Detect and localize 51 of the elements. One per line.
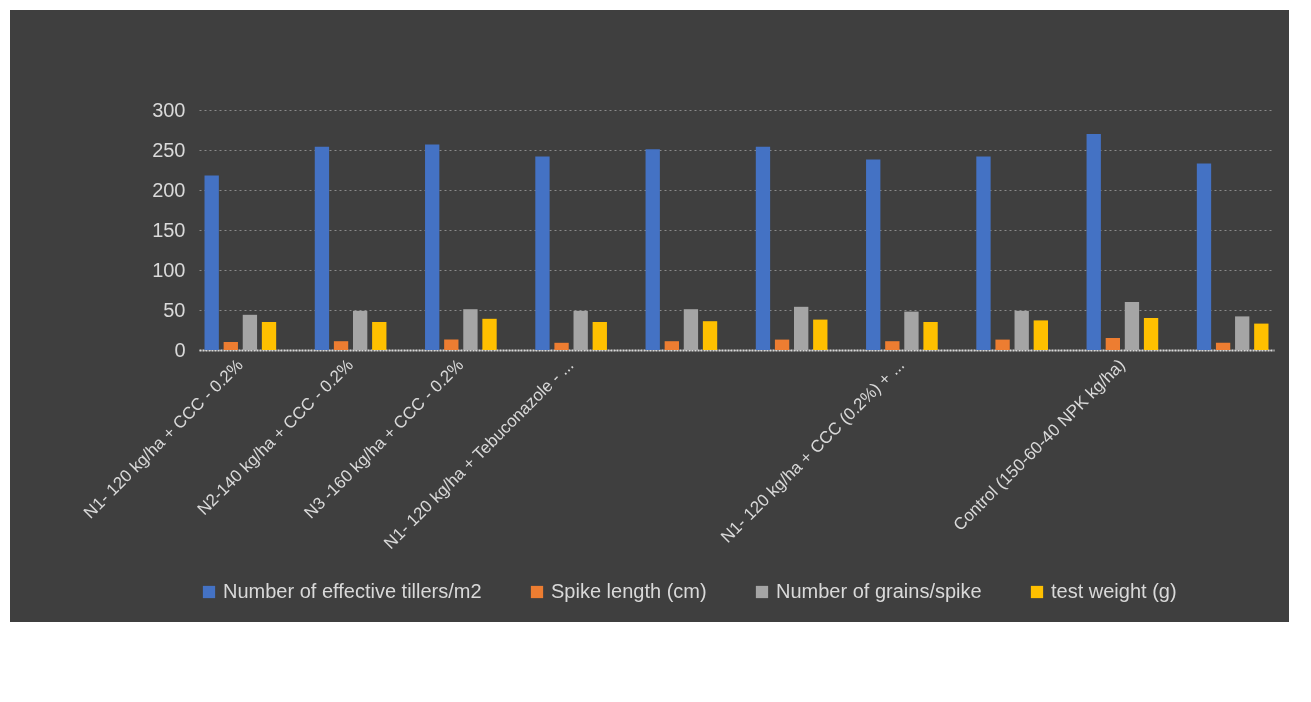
bar — [223, 342, 238, 350]
bar — [683, 309, 699, 350]
y-tick-label: 150 — [152, 218, 186, 241]
bar — [573, 310, 588, 350]
y-tick-label: 50 — [163, 298, 186, 321]
bar — [664, 341, 679, 350]
bar — [1196, 163, 1212, 350]
y-tick-label: 250 — [152, 138, 186, 161]
y-tick-label: 200 — [152, 178, 186, 201]
bar — [923, 322, 938, 350]
legend-label: Number of effective tillers/m2 — [223, 580, 482, 602]
bar — [1105, 338, 1121, 350]
bar — [554, 342, 569, 350]
bar — [866, 159, 881, 350]
bar — [645, 149, 660, 350]
bar — [813, 319, 828, 350]
bar — [425, 144, 440, 350]
bar — [352, 310, 368, 350]
bar — [204, 175, 219, 350]
bar — [482, 318, 497, 350]
bar — [372, 322, 387, 350]
bar — [444, 339, 459, 350]
y-tick-label: 100 — [152, 258, 186, 281]
bar — [755, 146, 771, 350]
bar — [1086, 134, 1101, 350]
bar — [1235, 316, 1250, 350]
bar — [333, 341, 349, 350]
legend-label: Spike length (cm) — [551, 580, 707, 602]
bar — [702, 321, 718, 350]
bar — [463, 309, 478, 350]
legend-label: Number of grains/spike — [776, 580, 982, 602]
bar — [1124, 302, 1140, 350]
bar — [242, 314, 258, 350]
bar — [1014, 310, 1029, 350]
bar — [794, 306, 809, 350]
y-tick-label: 300 — [152, 98, 186, 121]
bar — [976, 156, 991, 350]
bar — [885, 341, 900, 350]
bar — [904, 311, 919, 350]
bar — [261, 322, 277, 350]
bar — [314, 146, 330, 350]
bar — [1215, 342, 1231, 350]
y-tick-label: 0 — [174, 338, 186, 361]
bar — [1143, 318, 1159, 350]
bar — [995, 339, 1010, 350]
bar — [1033, 320, 1048, 350]
bar — [774, 339, 790, 350]
bar — [592, 322, 607, 350]
bar — [1254, 323, 1269, 350]
legend-label: test weight (g) — [1051, 580, 1177, 602]
bar — [535, 156, 550, 350]
